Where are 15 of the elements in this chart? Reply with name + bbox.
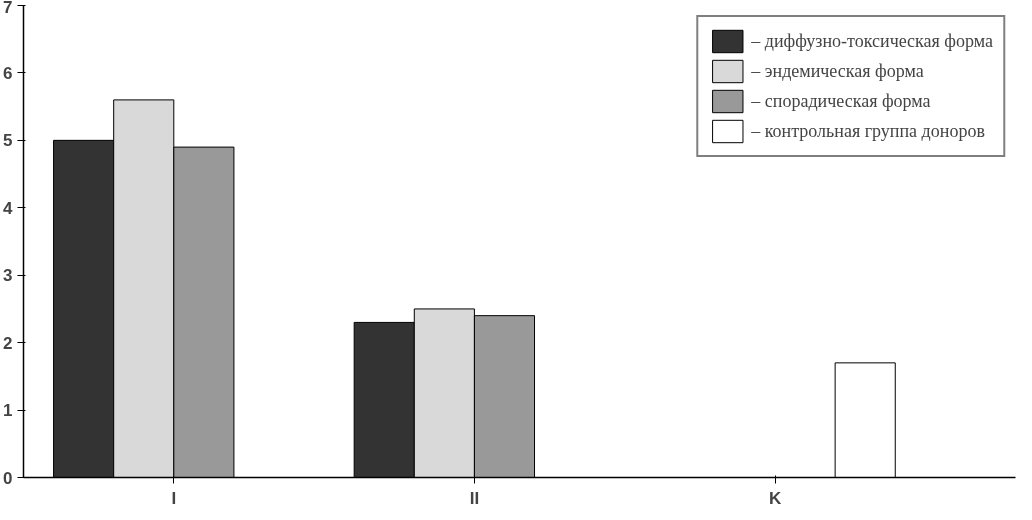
x-tick-label: II — [469, 488, 480, 508]
legend-label: – эндемическая форма — [751, 60, 924, 82]
x-tick-label: K — [768, 488, 782, 508]
x-tick-label: I — [171, 488, 177, 508]
y-tick-label: 4 — [3, 198, 14, 218]
y-tick-label: 5 — [3, 131, 13, 151]
y-tick-label: 1 — [3, 401, 13, 421]
y-tick-label: 7 — [3, 0, 13, 17]
y-tick-label: 6 — [3, 63, 13, 83]
y-tick-label: 0 — [3, 468, 13, 488]
y-tick-label: 3 — [3, 266, 13, 286]
legend-label: – диффузно-токсическая форма — [751, 30, 993, 52]
legend-label: – контрольная группа доноров — [751, 120, 985, 142]
y-tick-label: 2 — [3, 333, 13, 353]
legend-label: – спорадическая форма — [751, 90, 931, 112]
